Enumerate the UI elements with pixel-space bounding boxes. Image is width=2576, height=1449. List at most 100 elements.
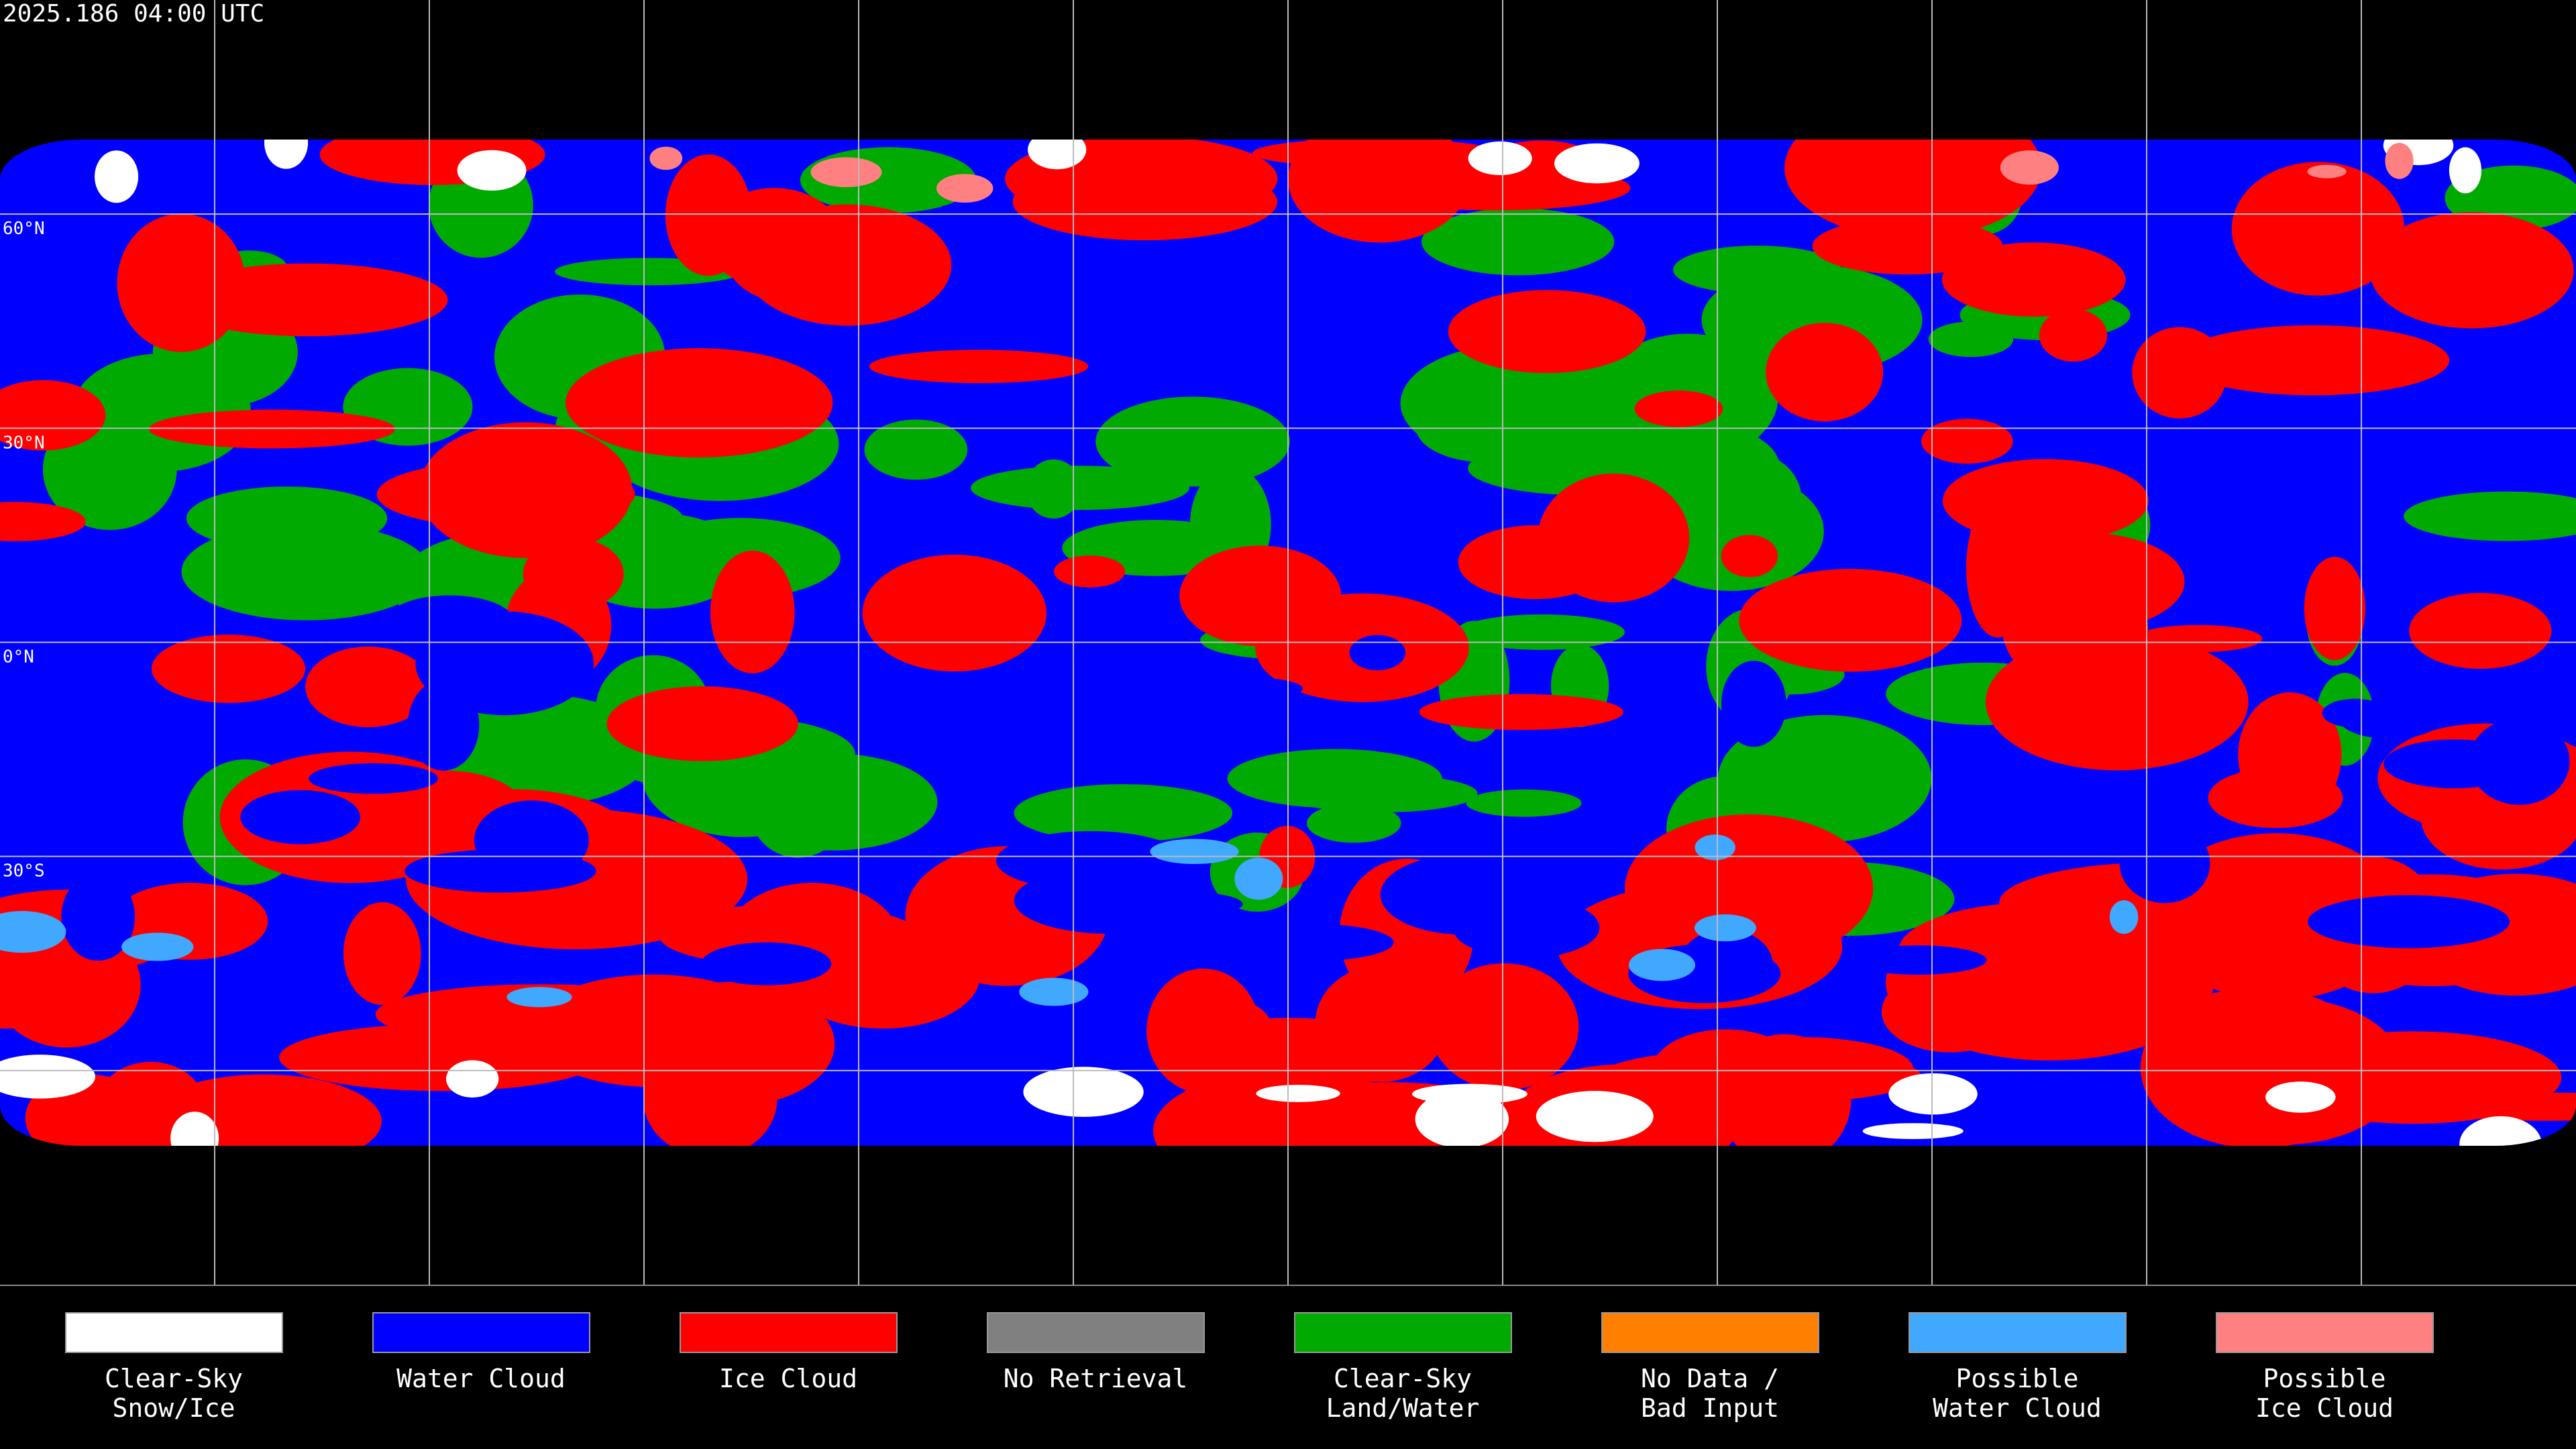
legend-swatch — [65, 1312, 283, 1353]
cloud-patch — [264, 140, 309, 169]
cloud-patch — [2039, 309, 2108, 362]
cloud-patch — [1131, 675, 1303, 702]
cloud-patch — [31, 721, 221, 763]
cloud-patch — [1694, 914, 1756, 942]
cloud-patch — [2304, 557, 2365, 661]
cloud-patch — [1023, 1067, 1144, 1117]
legend-label: Clear-Sky — [1334, 1364, 1472, 1393]
cloud-patch — [1179, 545, 1342, 647]
cloud-patch — [649, 146, 683, 170]
latitude-label: 30°S — [3, 861, 45, 881]
cloud-patch — [1536, 1091, 1654, 1142]
cloud-patch — [1942, 459, 2149, 543]
cloud-patch — [1223, 923, 1394, 961]
cloud-patch — [1349, 635, 1406, 671]
legend-label: No Data / — [1641, 1364, 1779, 1393]
cloud-patch — [1014, 784, 1233, 843]
cloud-patch — [457, 150, 527, 191]
cloud-patch — [996, 830, 1186, 891]
cloud-patch — [1227, 749, 1442, 808]
legend-swatch — [1294, 1312, 1512, 1353]
legend-label: Ice Cloud — [2255, 1393, 2394, 1423]
cloud-patch — [0, 1055, 96, 1099]
cloud-patch — [1415, 1090, 1509, 1146]
cloud-patch — [1888, 1073, 1978, 1115]
cloud-patch — [2177, 325, 2450, 396]
cloud-patch — [121, 932, 194, 961]
cloud-patch — [810, 157, 882, 188]
map-border — [0, 1285, 2576, 1286]
cloud-patch — [1466, 789, 1582, 817]
cloud-patch — [862, 554, 1047, 672]
legend-label: Bad Input — [1641, 1393, 1779, 1423]
cloud-patch — [2469, 718, 2570, 805]
cloud-patch — [148, 409, 396, 449]
cloud-patch — [419, 422, 633, 558]
cloud-patch — [606, 686, 798, 761]
cloud-patch — [2208, 767, 2343, 828]
cloud-patch — [2369, 212, 2574, 329]
cloud-patch — [1458, 614, 1625, 650]
cloud-patch — [1421, 208, 1615, 276]
cloud-patch — [2459, 1116, 2542, 1146]
cloud-patch — [1448, 290, 1646, 374]
legend-label: Possible — [2263, 1364, 2385, 1393]
cloud-patch — [2119, 823, 2210, 904]
cloud-patch — [0, 910, 66, 953]
cloud-patch — [1362, 142, 1489, 205]
cloud-patch — [2150, 833, 2403, 1000]
cloud-patch — [1862, 1123, 1964, 1139]
cloud-patch — [1599, 1049, 1922, 1104]
cloud-patch — [1721, 660, 1786, 747]
cloud-patch — [61, 873, 136, 961]
cloud-patch — [0, 380, 106, 451]
legend-label: Water Cloud — [396, 1364, 566, 1393]
legend-label: No Retrieval — [1004, 1364, 1188, 1393]
cloud-patch — [2404, 491, 2576, 541]
cloud-patch — [665, 154, 752, 276]
cloud-patch — [2449, 147, 2482, 194]
latitude-label: 30°N — [3, 433, 45, 453]
cloud-patch — [1554, 143, 1640, 184]
legend-swatch — [680, 1312, 898, 1353]
cloud-patch — [1634, 390, 1723, 427]
cloud-patch — [936, 174, 994, 203]
cloud-patch — [1985, 633, 2249, 771]
cloud-patch — [1886, 905, 2214, 1061]
legend-swatch — [2216, 1312, 2434, 1353]
legend-label: Possible — [1955, 1364, 2078, 1393]
cloud-patch — [1019, 977, 1089, 1006]
cloud-patch — [0, 970, 119, 1029]
cloud-patch — [1766, 323, 1884, 422]
cloud-patch — [1739, 569, 1962, 672]
cloud-patch — [305, 646, 431, 727]
cloud-patch — [566, 348, 833, 458]
legend-swatch — [1909, 1312, 2127, 1353]
cloud-patch — [343, 902, 421, 1006]
cloud-patch — [1430, 963, 1579, 1091]
cloud-patch — [1256, 1085, 1340, 1102]
cloud-patch — [2308, 895, 2510, 949]
cloud-patch — [727, 753, 938, 851]
cloud-patch — [2307, 164, 2347, 178]
cloud-patch — [415, 611, 594, 716]
legend-label: Water Cloud — [1933, 1393, 2102, 1423]
cloud-patch — [1095, 396, 1290, 487]
cloud-patch — [95, 150, 139, 203]
cloud-patch — [1234, 857, 1283, 900]
cloud-patch — [1538, 473, 1690, 602]
cloud-patch — [1150, 839, 1239, 865]
latitude-label: 60°S — [3, 1075, 45, 1095]
cloud-patch — [1400, 343, 1642, 464]
cloud-patch — [240, 790, 361, 845]
cloud-patch — [1078, 890, 1243, 918]
legend-swatch — [372, 1312, 590, 1353]
cloud-patch — [1849, 945, 1987, 975]
cloud-patch — [1468, 141, 1532, 176]
cloud-patch — [1784, 140, 2041, 239]
cloud-patch — [1146, 968, 1260, 1093]
cloud-patch — [151, 634, 306, 703]
cloud-patch — [864, 419, 968, 480]
cloud-patch — [170, 1112, 219, 1146]
